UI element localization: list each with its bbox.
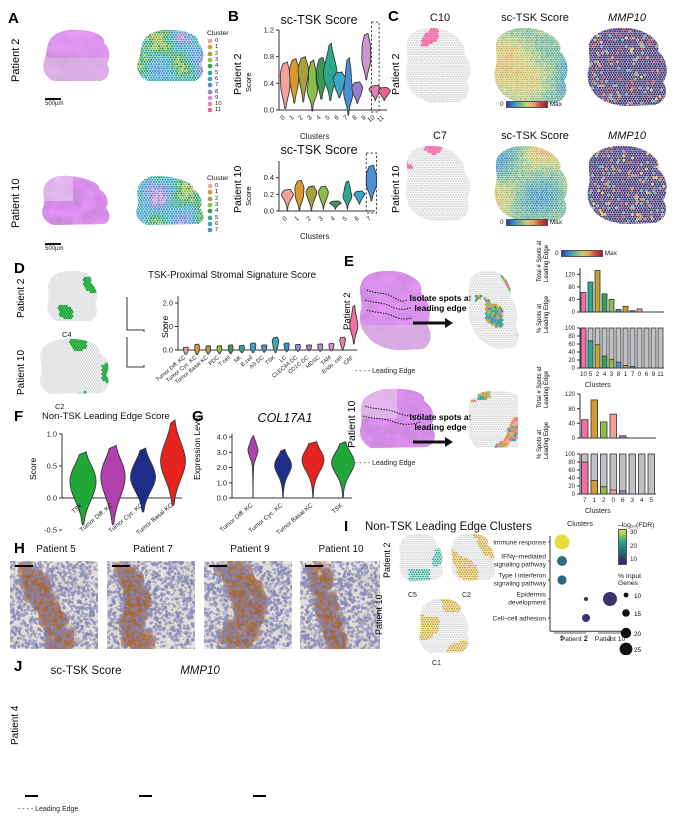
svg-text:4: 4: [315, 114, 323, 122]
svg-text:1: 1: [293, 215, 301, 223]
svg-text:6: 6: [333, 114, 341, 122]
svg-text:3: 3: [317, 215, 325, 223]
svg-text:7: 7: [365, 215, 373, 223]
svg-text:11: 11: [376, 114, 386, 124]
svg-text:0: 0: [279, 114, 287, 122]
svg-text:5: 5: [324, 114, 332, 122]
svg-text:2: 2: [297, 114, 305, 122]
svg-text:5: 5: [341, 215, 349, 223]
svg-text:6: 6: [353, 215, 361, 223]
svg-text:4: 4: [329, 215, 337, 223]
svg-text:0.0: 0.0: [264, 106, 274, 115]
svg-text:0: 0: [281, 215, 289, 223]
svg-text:0.2: 0.2: [264, 190, 274, 199]
svg-text:0.4: 0.4: [264, 173, 274, 182]
svg-text:0.4: 0.4: [264, 79, 274, 88]
svg-text:3: 3: [306, 114, 314, 122]
svg-text:1: 1: [288, 114, 296, 122]
svg-text:1.2: 1.2: [264, 26, 274, 35]
svg-text:0.8: 0.8: [264, 52, 274, 61]
svg-text:8: 8: [351, 114, 359, 122]
svg-text:2: 2: [305, 215, 313, 223]
svg-text:0.0: 0.0: [264, 207, 274, 216]
